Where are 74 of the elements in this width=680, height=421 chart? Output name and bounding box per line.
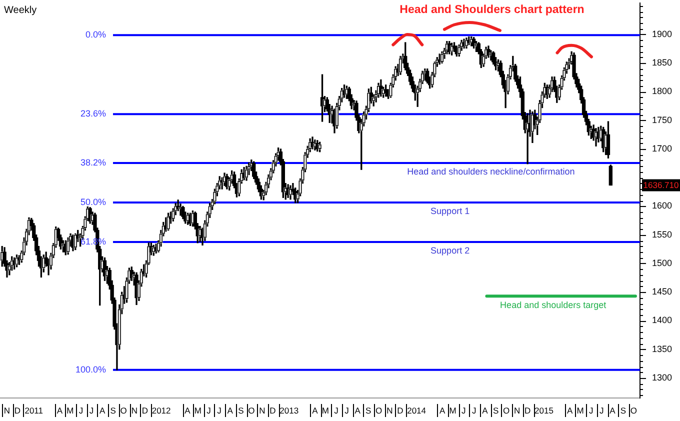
x-tick-label: A (610, 405, 616, 416)
x-tick-label: N (259, 405, 266, 416)
y-tick-label: 1450 (652, 286, 672, 297)
x-tick-label: 2014 (407, 405, 426, 416)
x-tick-label: S (238, 405, 244, 416)
x-tick-label: M (322, 405, 329, 416)
chart-subtitle: Head and Shoulders chart pattern (400, 4, 584, 16)
x-tick-label: J (78, 405, 84, 416)
x-tick-label: A (440, 405, 446, 416)
x-tick-label: J (344, 405, 349, 416)
series-label: Head and shoulders target (500, 300, 607, 310)
x-tick-label: O (248, 405, 256, 416)
x-tick-label: A (99, 405, 106, 416)
y-tick-label: 1400 (652, 315, 672, 326)
x-tick-label: O (630, 405, 638, 416)
x-tick-label: O (120, 405, 128, 416)
x-tick-label: O (502, 405, 510, 416)
x-tick-label: N (386, 405, 393, 416)
x-tick-label: D (14, 405, 21, 416)
x-tick-label: D (397, 405, 404, 416)
annotation: 1636.710 (643, 180, 679, 190)
x-tick-label: A (227, 405, 234, 416)
x-tick-label: D (270, 405, 276, 416)
annotation: Head and shoulders neckline/confirmation (407, 166, 575, 176)
x-tick-label: S (110, 405, 116, 416)
y-tick-label: 1300 (652, 372, 672, 382)
y2-tick-label: 100.0% (75, 364, 106, 374)
x-tick-label: 2012 (152, 405, 172, 416)
x-tick-label: M (194, 405, 202, 416)
x-tick-label: 2011 (24, 405, 44, 416)
x-tick-label: N (514, 405, 520, 416)
x-tick-label: S (366, 405, 372, 416)
annotation: Support 1 (430, 206, 470, 216)
y-tick-label: 1550 (652, 229, 672, 240)
x-tick-label: J (462, 405, 466, 416)
y2-tick-label: 38.2% (80, 157, 106, 168)
x-tick-label: S (492, 405, 499, 416)
x-tick-label: J (206, 405, 211, 416)
x-tick-label: A (56, 405, 63, 416)
y-tick-label: 1800 (652, 86, 672, 96)
y-tick-label: 1600 (652, 200, 672, 211)
x-tick-label: J (334, 405, 338, 416)
x-tick-label: N (131, 405, 138, 416)
x-tick-label: M (449, 405, 456, 416)
x-tick-label: J (472, 405, 476, 416)
x-tick-label: O (376, 405, 383, 416)
x-tick-label: 2013 (280, 405, 299, 416)
y2-tick-label: 50.0% (80, 196, 106, 207)
y-tick-label: 1350 (652, 344, 672, 354)
y-tick-label: 1900 (652, 28, 672, 39)
x-tick-label: N (4, 405, 10, 416)
x-tick-label: A (312, 405, 318, 416)
x-tick-label: D (142, 405, 148, 416)
x-tick-label: D (524, 405, 531, 416)
y2-tick-label: 23.6% (80, 108, 106, 119)
annotation: Support 2 (430, 245, 470, 256)
chart-title: Weekly (4, 4, 37, 16)
x-tick-label: A (354, 405, 361, 416)
y-tick-label: 1700 (652, 143, 672, 154)
y-tick-label: 1750 (652, 114, 672, 125)
x-tick-label: A (566, 405, 573, 416)
x-tick-label: A (184, 405, 191, 416)
y-tick-label: 1850 (652, 58, 672, 68)
y-tick-label: 1500 (652, 258, 672, 268)
x-tick-label: J (588, 405, 594, 416)
x-tick-label: M (576, 405, 584, 416)
y2-tick-label: 0.0% (85, 30, 106, 40)
x-tick-label: M (66, 405, 74, 416)
x-tick-label: A (482, 405, 488, 416)
x-tick-label: J (599, 405, 604, 416)
x-tick-label: J (89, 405, 94, 416)
x-tick-label: 2015 (534, 405, 554, 416)
x-tick-label: J (217, 405, 222, 416)
x-tick-label: S (620, 405, 626, 416)
